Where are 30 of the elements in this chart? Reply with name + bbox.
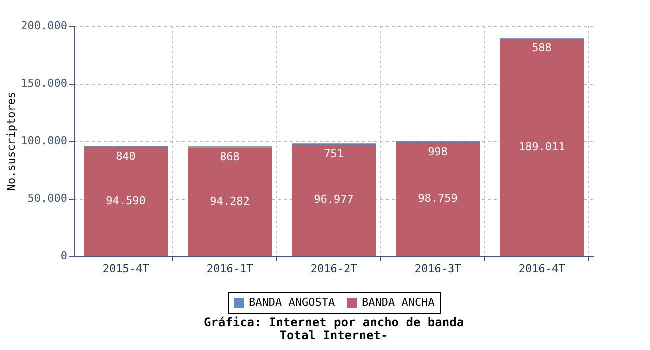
data-label: 998: [428, 145, 448, 158]
data-label: 94.590: [106, 194, 146, 208]
y-axis-title: No.suscriptores: [5, 92, 18, 192]
x-tick-label: 2016-2T: [310, 262, 358, 276]
text: Gráfica: Internet por ancho de banda: [204, 316, 464, 330]
bar: [292, 144, 376, 256]
x-tick-label: 2016-1T: [206, 262, 254, 276]
text: Total Internet-: [280, 328, 388, 342]
bar: [396, 142, 480, 256]
data-label: 588: [532, 42, 552, 55]
x-tick-label: 2016-3T: [414, 262, 462, 276]
y-tick-label: 100.000: [21, 134, 68, 148]
x-tick-label: 2016-4T: [518, 262, 566, 276]
data-label: 840: [116, 150, 136, 164]
bar: [500, 38, 584, 256]
legend-label: BANDA ANGOSTA: [249, 296, 336, 309]
y-tick-label: 150.000: [21, 77, 68, 90]
data-label: 868: [220, 150, 240, 164]
bar: [188, 148, 272, 256]
data-label: 94.282: [210, 194, 250, 208]
y-tick-label: 50.000: [28, 192, 68, 205]
data-label: 98.759: [418, 192, 458, 206]
y-tick-label: 200.000: [21, 20, 68, 32]
data-label: 189.011: [518, 140, 566, 154]
bar: [84, 147, 168, 256]
data-label: 751: [324, 147, 344, 160]
x-tick-label: 2015-4T: [102, 262, 150, 276]
legend-label: BANDA ANCHA: [362, 296, 436, 309]
y-tick-label: 0: [60, 250, 68, 262]
data-label: 96.977: [314, 193, 354, 206]
